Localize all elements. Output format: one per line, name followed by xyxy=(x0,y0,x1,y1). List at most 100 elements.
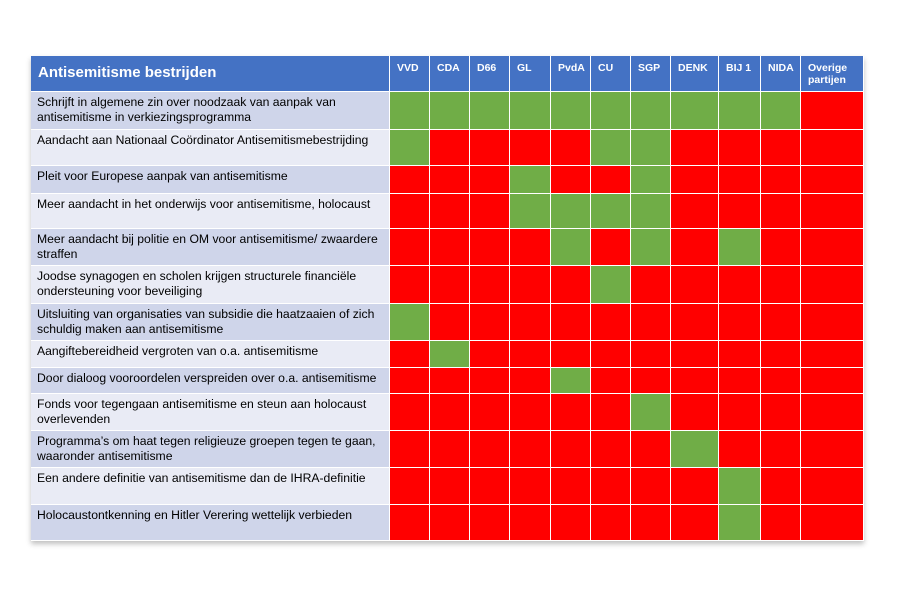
cell-yes xyxy=(390,304,430,341)
cell-no xyxy=(551,505,591,541)
cell-no xyxy=(430,431,470,468)
row-label: Meer aandacht in het onderwijs voor anti… xyxy=(31,194,390,229)
party-header: DENK xyxy=(671,56,719,92)
cell-no xyxy=(671,229,719,266)
cell-no xyxy=(510,266,551,304)
cell-no xyxy=(551,304,591,341)
cell-yes xyxy=(510,194,551,229)
cell-yes xyxy=(470,92,510,130)
cell-no xyxy=(510,505,551,541)
cell-no xyxy=(390,505,430,541)
table-title: Antisemitisme bestrijden xyxy=(31,56,390,92)
cell-no xyxy=(390,194,430,229)
cell-no xyxy=(591,368,631,394)
table-grid: Antisemitisme bestrijden VVD CDA D66 GL PvdA C… xyxy=(31,56,864,541)
cell-no xyxy=(761,166,801,194)
party-header: PvdA xyxy=(551,56,591,92)
cell-no xyxy=(591,341,631,368)
row-label: Holocaustontkenning en Hitler Verering w… xyxy=(31,505,390,541)
cell-no xyxy=(390,431,430,468)
cell-no xyxy=(671,130,719,166)
cell-no xyxy=(801,468,864,505)
cell-no xyxy=(390,468,430,505)
cell-no xyxy=(591,431,631,468)
row-label: Aangiftebereidheid vergroten van o.a. an… xyxy=(31,341,390,368)
row-label: Een andere definitie van antisemitisme d… xyxy=(31,468,390,505)
cell-no xyxy=(430,394,470,431)
cell-no xyxy=(719,194,761,229)
cell-no xyxy=(430,166,470,194)
cell-no xyxy=(430,505,470,541)
cell-no xyxy=(801,304,864,341)
cell-no xyxy=(719,130,761,166)
cell-no xyxy=(671,394,719,431)
party-header: Overige partijen xyxy=(801,56,864,92)
cell-no xyxy=(591,505,631,541)
cell-no xyxy=(671,341,719,368)
cell-no xyxy=(631,468,671,505)
cell-no xyxy=(631,431,671,468)
cell-no xyxy=(510,394,551,431)
cell-no xyxy=(470,194,510,229)
cell-no xyxy=(430,304,470,341)
cell-no xyxy=(671,266,719,304)
row-label: Aandacht aan Nationaal Coördinator Antis… xyxy=(31,130,390,166)
cell-no xyxy=(631,341,671,368)
cell-no xyxy=(551,166,591,194)
cell-yes xyxy=(631,92,671,130)
cell-no xyxy=(631,368,671,394)
cell-no xyxy=(510,130,551,166)
cell-no xyxy=(631,266,671,304)
cell-yes xyxy=(510,92,551,130)
cell-no xyxy=(510,368,551,394)
cell-no xyxy=(430,229,470,266)
row-label: Door dialoog vooroordelen verspreiden ov… xyxy=(31,368,390,394)
cell-yes xyxy=(430,92,470,130)
party-header: CU xyxy=(591,56,631,92)
cell-no xyxy=(470,431,510,468)
cell-yes xyxy=(631,394,671,431)
cell-yes xyxy=(671,431,719,468)
cell-no xyxy=(801,341,864,368)
cell-yes xyxy=(631,166,671,194)
cell-yes xyxy=(631,229,671,266)
cell-yes xyxy=(390,92,430,130)
cell-no xyxy=(761,368,801,394)
cell-yes xyxy=(761,92,801,130)
cell-yes xyxy=(719,92,761,130)
cell-no xyxy=(470,304,510,341)
cell-no xyxy=(430,266,470,304)
cell-no xyxy=(801,229,864,266)
cell-yes xyxy=(719,505,761,541)
cell-no xyxy=(510,229,551,266)
cell-no xyxy=(430,368,470,394)
cell-yes xyxy=(671,92,719,130)
cell-no xyxy=(470,394,510,431)
party-header: NIDA xyxy=(761,56,801,92)
cell-no xyxy=(761,505,801,541)
cell-no xyxy=(761,341,801,368)
row-label: Meer aandacht bij politie en OM voor ant… xyxy=(31,229,390,266)
cell-yes xyxy=(510,166,551,194)
cell-no xyxy=(510,431,551,468)
cell-no xyxy=(719,266,761,304)
cell-no xyxy=(761,468,801,505)
cell-yes xyxy=(719,468,761,505)
cell-yes xyxy=(591,130,631,166)
row-label: Programma’s om haat tegen religieuze gro… xyxy=(31,431,390,468)
cell-no xyxy=(390,394,430,431)
cell-no xyxy=(801,92,864,130)
cell-no xyxy=(671,166,719,194)
cell-no xyxy=(390,266,430,304)
cell-yes xyxy=(591,92,631,130)
cell-no xyxy=(801,368,864,394)
party-header: BIJ 1 xyxy=(719,56,761,92)
cell-no xyxy=(591,304,631,341)
cell-no xyxy=(390,166,430,194)
row-label: Pleit voor Europese aanpak van antisemit… xyxy=(31,166,390,194)
cell-no xyxy=(801,431,864,468)
cell-no xyxy=(470,505,510,541)
row-label: Uitsluiting van organisaties van subsidi… xyxy=(31,304,390,341)
cell-yes xyxy=(591,266,631,304)
cell-no xyxy=(551,266,591,304)
